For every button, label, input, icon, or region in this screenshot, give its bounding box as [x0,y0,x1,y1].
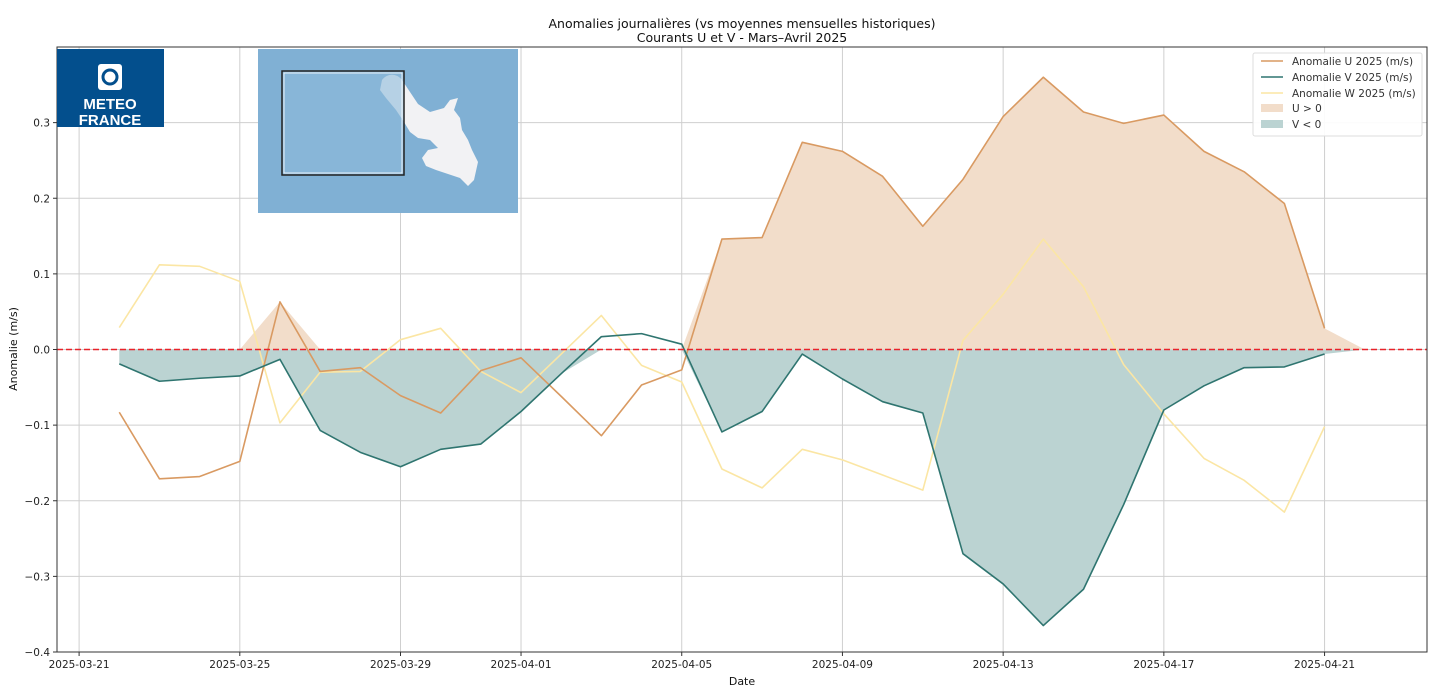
y-tick-label: −0.1 [25,420,51,432]
y-tick-label: 0.0 [33,345,50,357]
series-lines [118,76,1326,627]
fill-u-positive [119,77,1365,350]
meteo-france-logo: METEO FRANCE [57,49,164,129]
x-tick-label: 2025-04-01 [491,659,552,671]
y-tick-label: 0.2 [33,193,50,205]
x-tick-label: 2025-04-09 [812,659,873,671]
legend: Anomalie U 2025 (m/s) Anomalie V 2025 (m… [1252,52,1423,137]
x-tick-label: 2025-03-21 [49,659,110,671]
chart-subtitle: Courants U et V - Mars–Avril 2025 [637,30,848,45]
legend-swatch-u-positive [1261,104,1283,112]
plot-frame [56,46,1428,653]
x-tick-label: 2025-04-17 [1133,659,1194,671]
x-tick-label: 2025-04-13 [973,659,1034,671]
x-tick-label: 2025-03-29 [370,659,431,671]
y-tick-label: 0.3 [33,118,50,130]
x-tick-label: 2025-04-21 [1294,659,1355,671]
legend-label-v-negative: V < 0 [1292,119,1321,131]
logo-text-france: FRANCE [79,112,142,129]
tick-labels: 2025-03-21 2025-03-25 2025-03-29 2025-04-01… [25,118,1356,671]
x-tick-label: 2025-04-05 [651,659,712,671]
x-tick-label: 2025-03-25 [209,659,270,671]
legend-label-u-positive: U > 0 [1292,103,1322,115]
y-tick-label: 0.1 [33,269,50,281]
inset-map-martinique [258,49,518,213]
y-tick-label: −0.3 [25,571,51,583]
legend-label-v: Anomalie V 2025 (m/s) [1292,72,1413,84]
legend-label-w: Anomalie W 2025 (m/s) [1292,88,1416,100]
y-tick-label: −0.4 [25,647,51,659]
chart-title: Anomalies journalières (vs moyennes mens… [548,16,935,31]
y-axis-label: Anomalie (m/s) [7,307,20,391]
y-tick-label: −0.2 [25,496,51,508]
logo-text-meteo: METEO [83,96,137,113]
x-axis-label: Date [729,675,756,688]
fill-v-negative [119,349,1365,626]
legend-label-u: Anomalie U 2025 (m/s) [1292,56,1413,68]
legend-swatch-v-negative [1261,120,1283,128]
fill-areas [119,77,1365,626]
